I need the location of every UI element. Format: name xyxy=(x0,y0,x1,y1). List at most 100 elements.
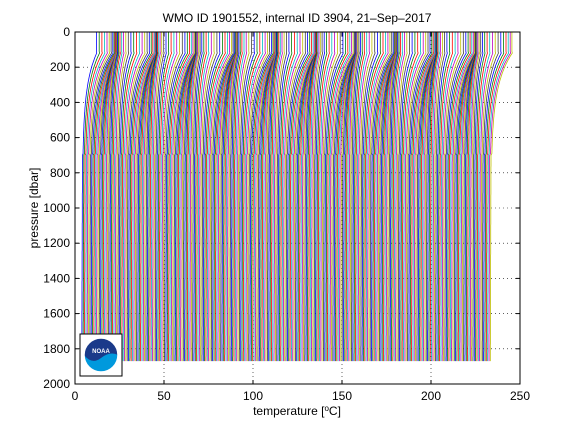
profile-line xyxy=(105,32,117,362)
profile-line xyxy=(250,32,274,362)
profile-line xyxy=(424,32,437,362)
profile-line xyxy=(142,32,157,362)
profile-line xyxy=(483,32,502,362)
profile-line xyxy=(351,32,360,362)
y-axis: 0 200 400 600 800 1000 1200 1400 1600 1800 2000 xyxy=(43,25,520,391)
profile-line xyxy=(467,32,477,362)
profile-line xyxy=(94,32,117,362)
profile-line xyxy=(396,32,408,362)
profile-line xyxy=(148,32,158,362)
profile-line xyxy=(435,32,446,362)
profile-line xyxy=(205,32,226,362)
x-axis-label: temperature [oC] xyxy=(253,404,341,419)
profile-line xyxy=(168,32,191,362)
profile-line xyxy=(264,32,277,362)
profile-line xyxy=(457,32,477,362)
profile-line xyxy=(196,32,207,362)
profile-line xyxy=(197,32,210,362)
profile-line xyxy=(81,32,98,362)
profile-line xyxy=(348,32,358,362)
profile-line xyxy=(479,32,494,362)
y-tick-label: 1400 xyxy=(43,271,70,285)
profile-line xyxy=(104,32,117,362)
profile-line xyxy=(138,32,158,362)
chart-title: WMO ID 1901552, internal ID 3904, 21–Sep… xyxy=(163,11,432,25)
profile-line xyxy=(302,32,317,362)
profile-line xyxy=(391,32,400,362)
profile-line xyxy=(256,32,277,362)
profile-line xyxy=(230,32,240,362)
profile-line xyxy=(480,32,497,362)
profile-line xyxy=(367,32,389,362)
profile-line xyxy=(226,32,238,362)
profile-line xyxy=(314,32,326,362)
profile-line xyxy=(301,32,317,362)
profile-line xyxy=(333,32,356,362)
profile-line xyxy=(172,32,195,362)
profile-line xyxy=(274,32,285,362)
profile-line xyxy=(347,32,358,362)
profile-line xyxy=(419,32,437,362)
profile-line xyxy=(372,32,396,362)
y-tick-label: 1800 xyxy=(43,342,70,356)
profile-line xyxy=(332,32,356,362)
profile-line xyxy=(97,32,118,362)
profile-line xyxy=(452,32,476,362)
profile-line xyxy=(146,32,158,362)
profile-line xyxy=(476,32,488,362)
profile-line xyxy=(361,32,379,362)
profile-line xyxy=(440,32,456,362)
profile-line xyxy=(173,32,196,362)
y-tick-label: 1000 xyxy=(43,201,70,215)
profile-line xyxy=(359,32,373,362)
y-tick-label: 200 xyxy=(50,60,70,74)
profile-line xyxy=(365,32,387,362)
profile-line xyxy=(248,32,271,362)
profile-line xyxy=(388,32,398,362)
profile-line xyxy=(106,32,118,362)
x-tick-label: 0 xyxy=(72,389,79,403)
profile-line xyxy=(120,32,135,362)
profile-line xyxy=(222,32,237,362)
profile-line xyxy=(122,32,141,362)
profile-line xyxy=(190,32,200,362)
profile-line xyxy=(192,32,201,362)
profile-line xyxy=(93,32,116,362)
profile-line xyxy=(293,32,316,362)
x-tick-label: 50 xyxy=(157,389,171,403)
profile-line xyxy=(133,32,156,362)
profile-line xyxy=(193,32,203,362)
profile-line xyxy=(383,32,397,362)
profile-line xyxy=(216,32,238,362)
profile-line xyxy=(355,32,366,362)
profile-line xyxy=(177,32,198,362)
profile-line xyxy=(300,32,317,362)
profile-line xyxy=(125,32,146,362)
profile-line xyxy=(408,32,431,362)
profile-line xyxy=(443,32,462,362)
profile-line xyxy=(82,32,100,362)
profile-line xyxy=(188,32,198,362)
profile-line xyxy=(189,32,199,362)
noaa-logo-text: NOAA xyxy=(92,349,110,355)
profile-line xyxy=(465,32,477,362)
noaa-logo-upper xyxy=(84,338,118,361)
profile-line xyxy=(206,32,229,362)
profile-line xyxy=(417,32,437,362)
profile-line xyxy=(286,32,309,362)
profile-line xyxy=(484,32,505,362)
profile-line xyxy=(409,32,433,362)
profile-line xyxy=(385,32,397,362)
profile-line xyxy=(373,32,396,362)
profile-line xyxy=(397,32,411,362)
profile-line xyxy=(90,32,114,362)
profile-line xyxy=(360,32,376,362)
y-tick-label: 2000 xyxy=(43,377,70,391)
profile-line xyxy=(338,32,357,362)
profile-line xyxy=(89,32,112,362)
profile-line xyxy=(154,32,165,362)
profile-line xyxy=(277,32,290,362)
profile-line xyxy=(285,32,307,362)
profile-line xyxy=(278,32,293,362)
profile-line xyxy=(276,32,288,362)
